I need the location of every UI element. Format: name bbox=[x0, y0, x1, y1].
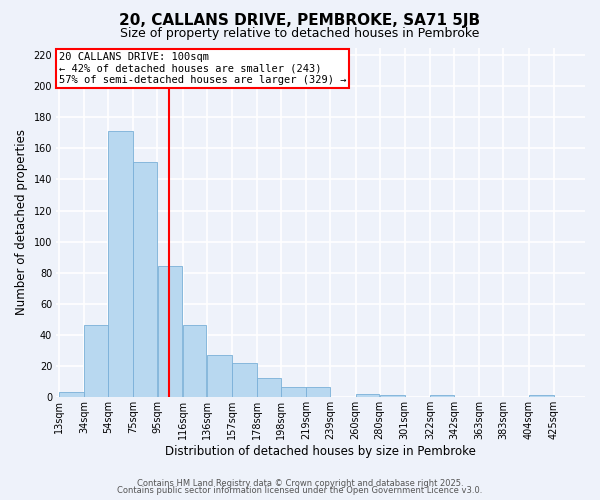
Bar bbox=[84, 326, 108, 397]
Text: Contains HM Land Registry data © Crown copyright and database right 2025.: Contains HM Land Registry data © Crown c… bbox=[137, 478, 463, 488]
Bar bbox=[257, 378, 281, 397]
Bar bbox=[529, 395, 554, 397]
X-axis label: Distribution of detached houses by size in Pembroke: Distribution of detached houses by size … bbox=[165, 444, 476, 458]
Bar bbox=[183, 326, 206, 397]
Text: Contains public sector information licensed under the Open Government Licence v3: Contains public sector information licen… bbox=[118, 486, 482, 495]
Text: 20 CALLANS DRIVE: 100sqm
← 42% of detached houses are smaller (243)
57% of semi-: 20 CALLANS DRIVE: 100sqm ← 42% of detach… bbox=[59, 52, 346, 86]
Bar bbox=[380, 395, 404, 397]
Bar bbox=[207, 355, 232, 397]
Bar bbox=[108, 132, 133, 397]
Bar bbox=[133, 162, 157, 397]
Text: 20, CALLANS DRIVE, PEMBROKE, SA71 5JB: 20, CALLANS DRIVE, PEMBROKE, SA71 5JB bbox=[119, 12, 481, 28]
Bar bbox=[158, 266, 182, 397]
Bar bbox=[281, 388, 306, 397]
Bar bbox=[356, 394, 379, 397]
Text: Size of property relative to detached houses in Pembroke: Size of property relative to detached ho… bbox=[121, 28, 479, 40]
Bar bbox=[232, 362, 257, 397]
Y-axis label: Number of detached properties: Number of detached properties bbox=[15, 129, 28, 315]
Bar bbox=[430, 395, 454, 397]
Bar bbox=[59, 392, 84, 397]
Bar bbox=[307, 388, 330, 397]
